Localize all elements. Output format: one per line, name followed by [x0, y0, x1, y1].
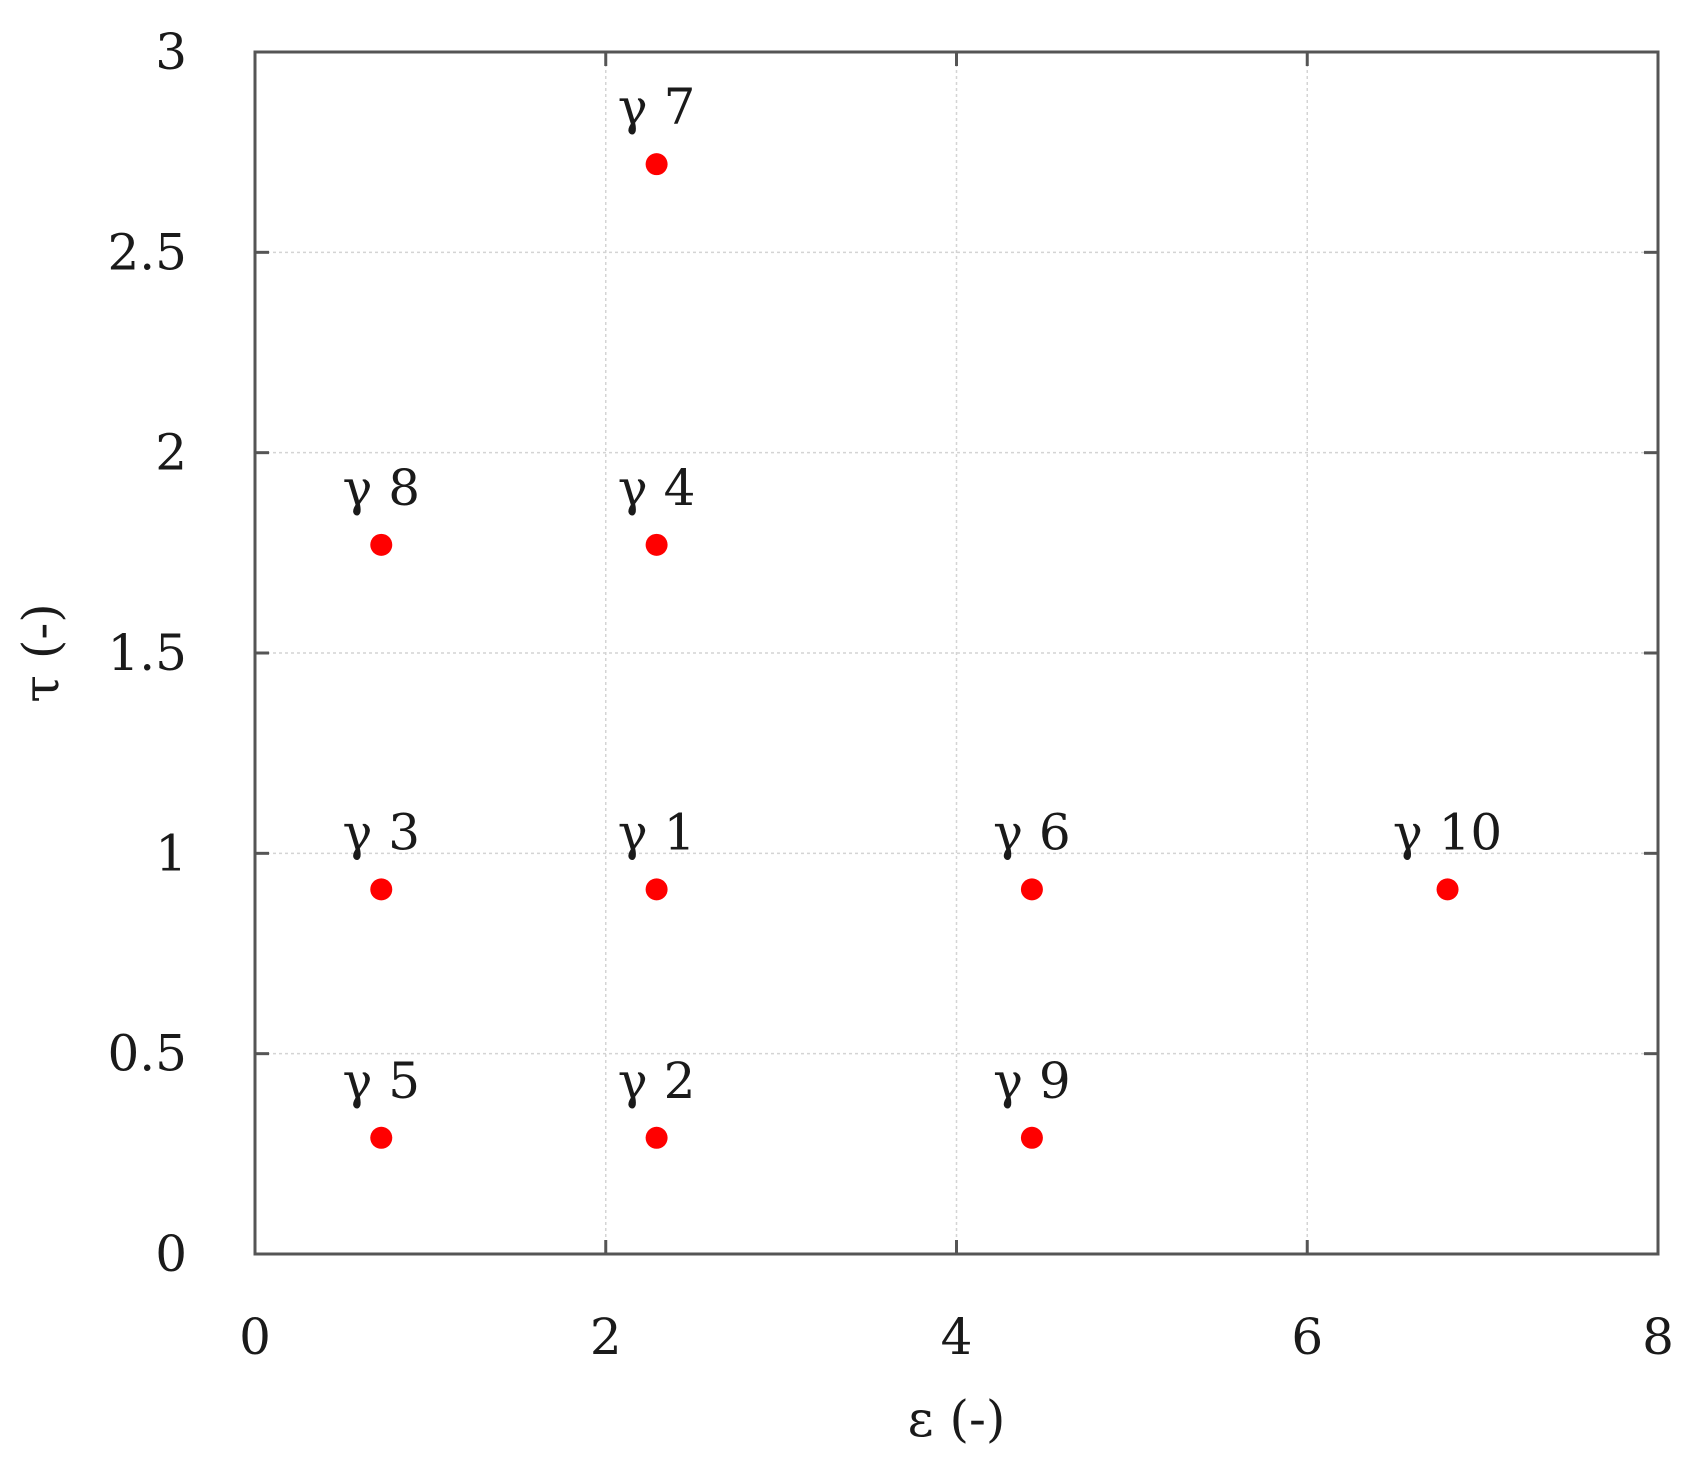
- x-axis-label: ε (-): [908, 1390, 1006, 1448]
- y-tick-labels: 0 0.5 1 1.5 2 2.5 3: [107, 23, 187, 1283]
- point-label: γ 10: [1393, 803, 1502, 861]
- y-tick-label: 3: [155, 23, 187, 81]
- y-tick-label: 1.5: [107, 624, 187, 682]
- y-tick-label: 0: [155, 1225, 187, 1283]
- point-label: γ 2: [618, 1052, 696, 1110]
- y-tick-label: 2.5: [107, 223, 187, 281]
- data-point: [645, 878, 668, 901]
- y-tick-label: 1: [155, 824, 187, 882]
- y-axis-label: τ (-): [12, 603, 70, 702]
- x-tick-label: 0: [239, 1308, 271, 1366]
- data-point: [370, 878, 393, 901]
- data-point: [370, 1126, 393, 1149]
- data-points: [370, 153, 1459, 1149]
- data-point: [1436, 878, 1459, 901]
- x-tick-label: 2: [590, 1308, 622, 1366]
- point-label: γ 8: [342, 459, 420, 517]
- x-tick-label: 8: [1642, 1308, 1674, 1366]
- point-label: γ 7: [618, 78, 696, 136]
- point-label: γ 5: [342, 1052, 420, 1110]
- data-point: [645, 1126, 668, 1149]
- y-tick-label: 2: [155, 424, 187, 482]
- y-tick-label: 0.5: [107, 1025, 187, 1083]
- data-point: [1020, 1126, 1043, 1149]
- x-tick-label: 4: [941, 1308, 973, 1366]
- grid-lines: [255, 52, 1658, 1254]
- data-point: [1020, 878, 1043, 901]
- point-label: γ 6: [993, 803, 1071, 861]
- point-label: γ 3: [342, 803, 420, 861]
- axis-ticks: [253, 50, 1660, 1256]
- point-label: γ 1: [618, 803, 696, 861]
- x-tick-labels: 0 2 4 6 8: [239, 1308, 1674, 1366]
- point-label: γ 4: [618, 459, 696, 517]
- point-label: γ 9: [993, 1052, 1071, 1110]
- data-point: [370, 533, 393, 556]
- data-point: [645, 153, 668, 176]
- x-tick-label: 6: [1291, 1308, 1323, 1366]
- point-labels: γ 1 γ 2 γ 3 γ 4 γ 5 γ 6 γ 7 γ 8 γ 9 γ 10: [342, 78, 1502, 1110]
- data-point: [645, 533, 668, 556]
